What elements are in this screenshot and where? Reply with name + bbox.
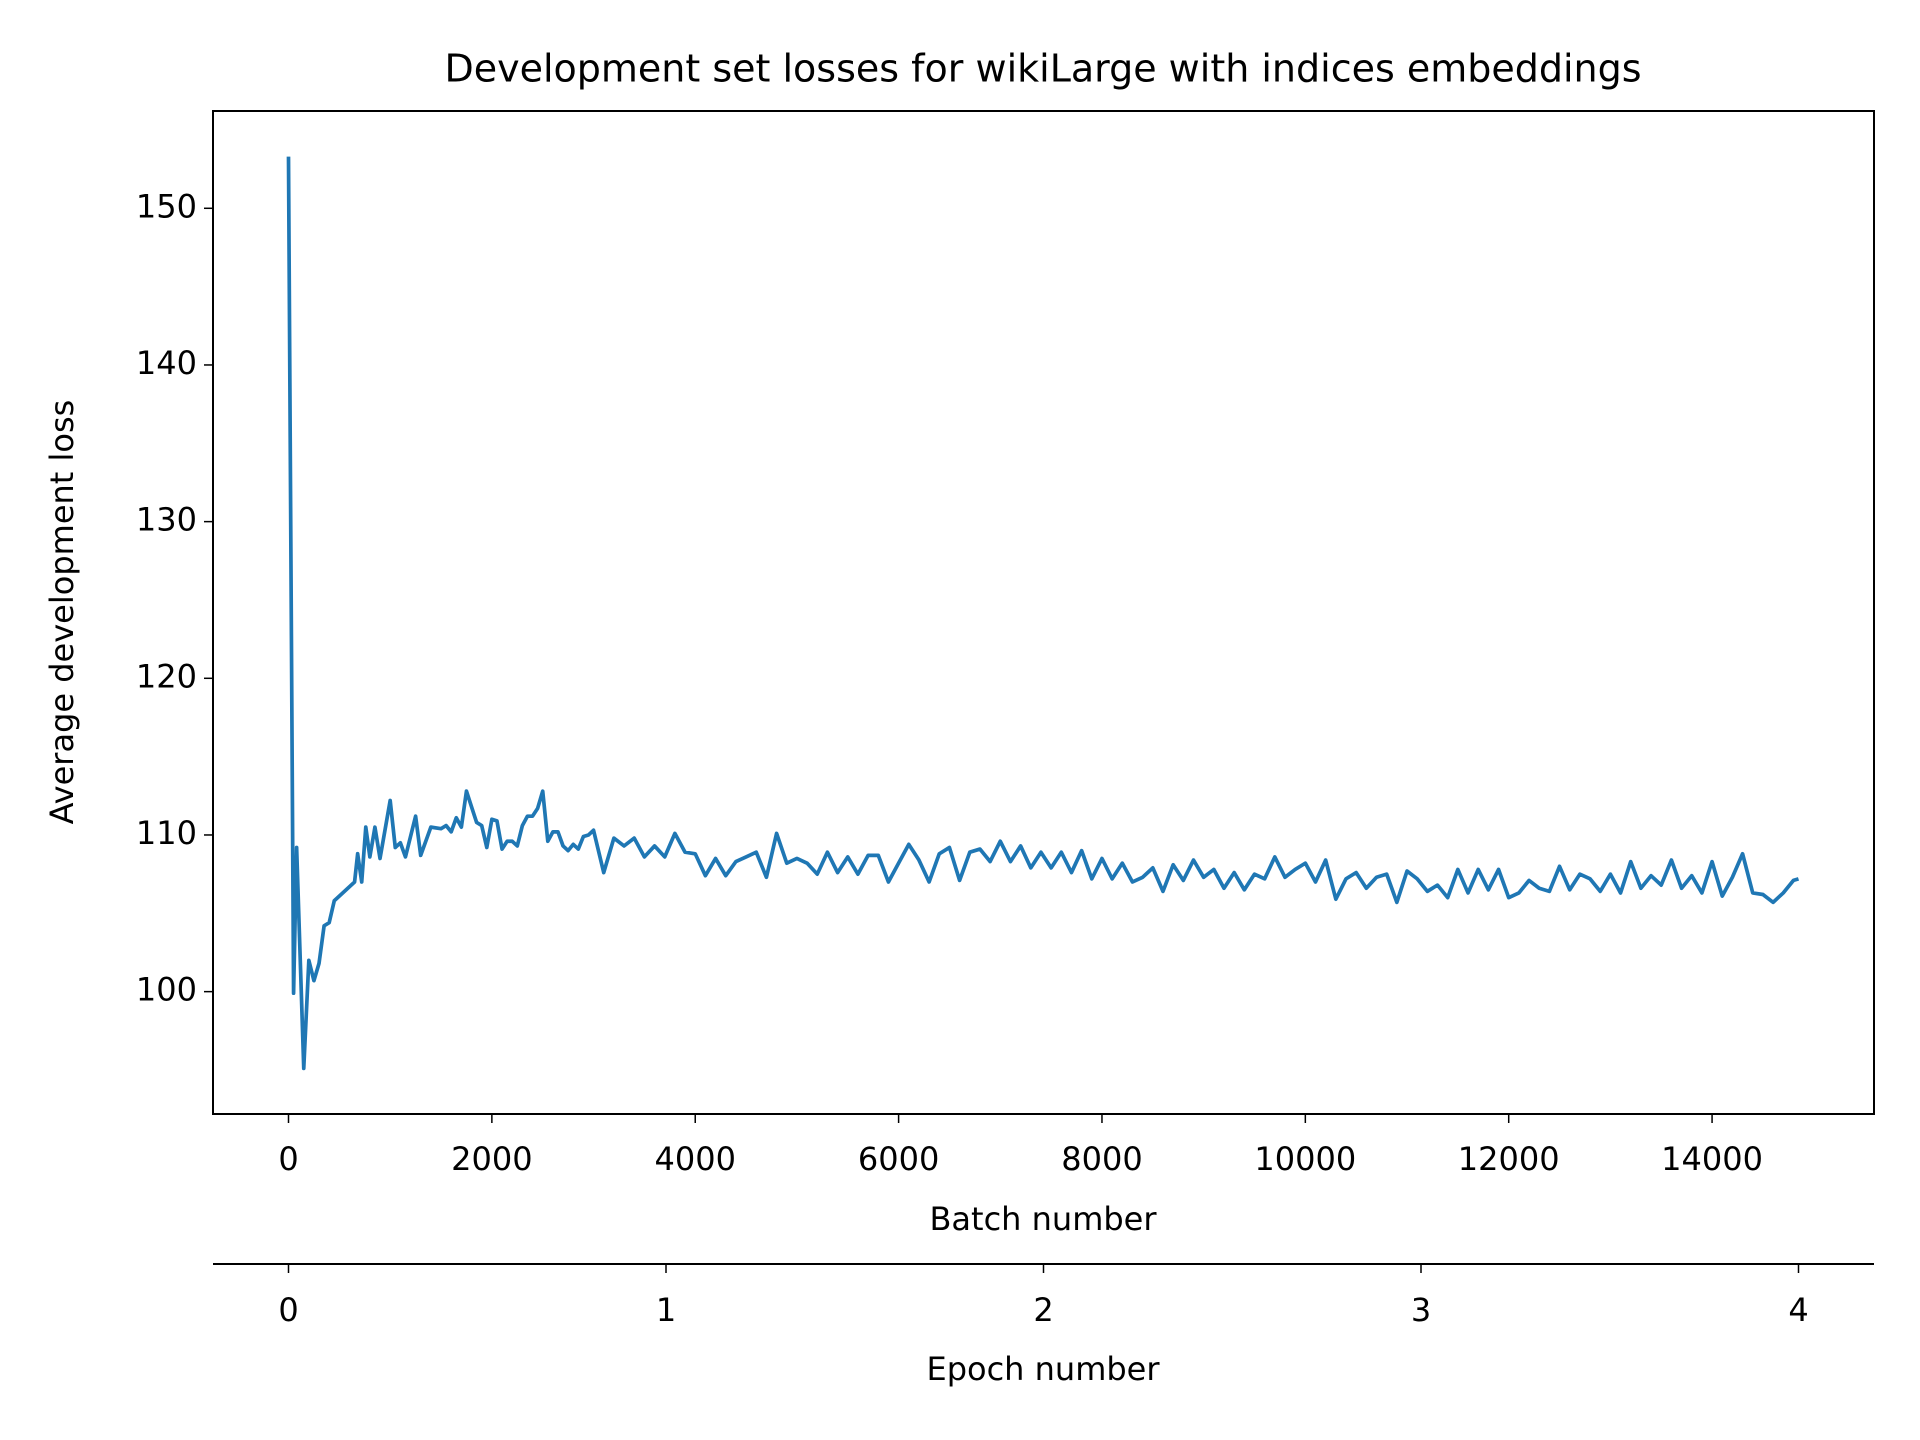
x-tick-label: 0 (278, 1140, 298, 1178)
y-tick-label: 130 (136, 501, 197, 539)
x-tick-label: 12000 (1458, 1140, 1560, 1178)
x-tick-label: 8000 (1061, 1140, 1142, 1178)
x-tick-label: 10000 (1254, 1140, 1356, 1178)
x2-tick-label: 0 (278, 1291, 298, 1329)
x-tick-label: 4000 (655, 1140, 736, 1178)
y-tick-label: 140 (136, 344, 197, 382)
plot-frame (212, 110, 1875, 1115)
y-tick-label: 110 (136, 814, 197, 852)
x2-tick-label: 1 (656, 1291, 676, 1329)
x2-tick-label: 2 (1033, 1291, 1053, 1329)
x2-tick-label: 3 (1411, 1291, 1431, 1329)
y-tick-label: 100 (136, 971, 197, 1009)
x-tick-label: 2000 (451, 1140, 532, 1178)
x2-tick-label: 4 (1788, 1291, 1808, 1329)
x-tick-label: 14000 (1661, 1140, 1763, 1178)
y-axis-label: Average development loss (43, 400, 81, 825)
x-axis-label: Batch number (929, 1200, 1157, 1238)
x2-axis-label: Epoch number (926, 1350, 1160, 1388)
chart-title: Development set losses for wikiLarge wit… (444, 47, 1641, 91)
y-tick-label: 150 (136, 187, 197, 225)
x-tick-label: 6000 (858, 1140, 939, 1178)
line-series (286, 156, 1800, 1071)
y-tick-label: 120 (136, 657, 197, 695)
